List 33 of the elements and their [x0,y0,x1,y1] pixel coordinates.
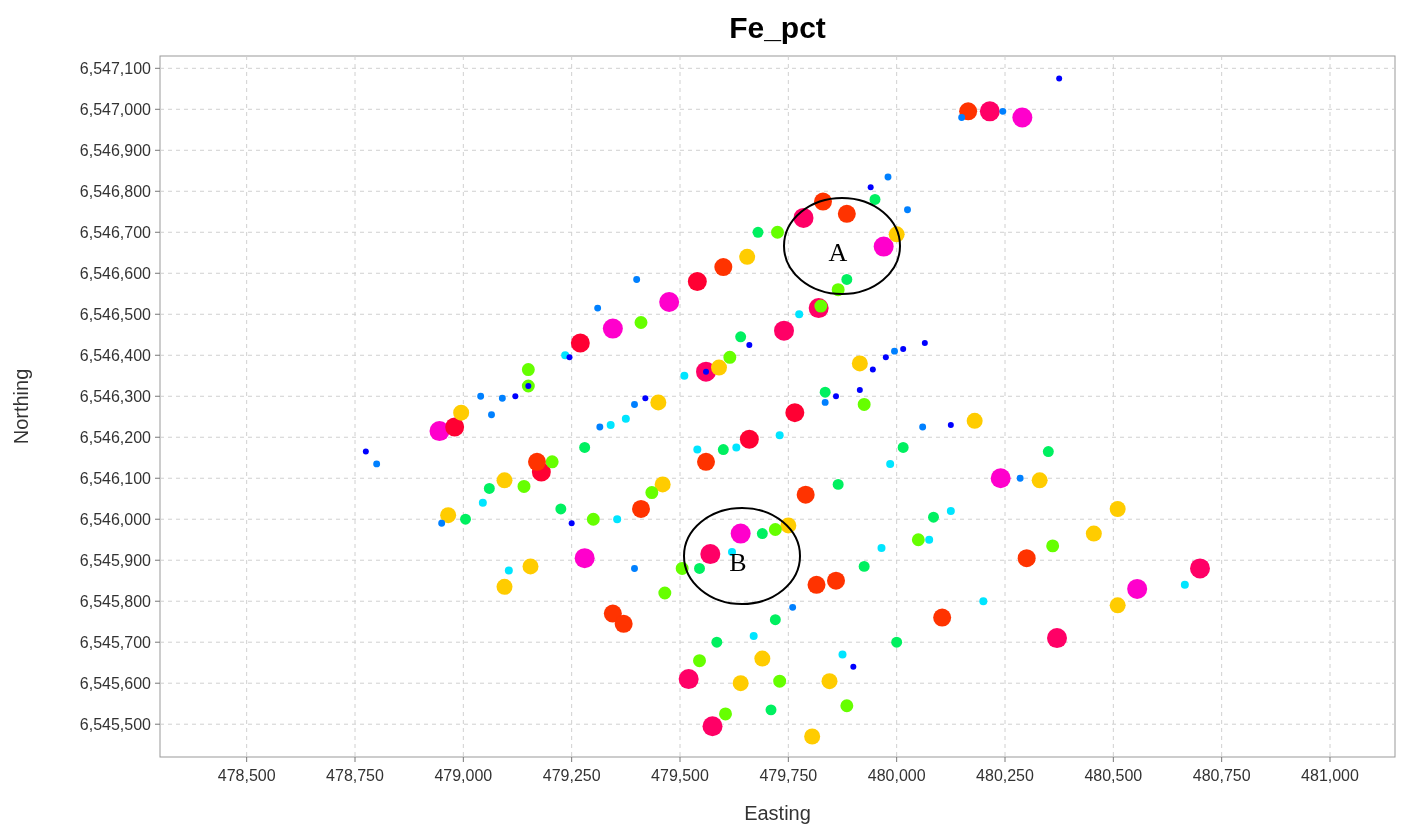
y-tick-label: 6,545,600 [79,675,152,693]
y-tick-label: 6,545,800 [79,593,152,611]
x-tick-label: 480,750 [1192,767,1251,784]
y-tick-label: 6,546,700 [79,224,152,242]
y-tick-label: 6,546,500 [79,306,152,324]
y-tick-label: 6,547,000 [79,101,152,119]
y-tick-label: 6,546,600 [79,265,152,283]
x-tick-label: 480,000 [867,767,926,784]
x-tick-label: 478,750 [326,767,385,784]
y-axis-title: Northing [10,368,32,445]
x-tick-label: 479,500 [651,767,710,784]
annotation: A [828,238,848,267]
y-tick-label: 6,547,100 [79,60,152,78]
y-tick-label: 6,545,500 [79,716,152,734]
y-tick-label: 6,546,100 [79,470,152,488]
x-tick-label: 479,000 [434,767,493,784]
y-tick-label: 6,546,900 [79,142,152,160]
y-tick-label: 6,546,000 [79,511,152,529]
x-tick-label: 481,000 [1301,767,1360,784]
y-tick-label: 6,546,400 [79,347,152,365]
y-tick-label: 6,545,700 [79,634,152,652]
y-tick-label: 6,545,900 [79,552,152,570]
x-tick-label: 479,250 [542,767,601,784]
annotation: B [729,548,747,577]
chart-title: Fe_pct [729,11,826,44]
y-tick-label: 6,546,800 [79,183,152,201]
x-tick-label: 480,500 [1084,767,1143,784]
x-axis-title: Easting [744,802,811,824]
x-tick-label: 479,750 [759,767,818,784]
y-tick-label: 6,546,300 [79,388,152,406]
x-tick-label: 478,500 [217,767,276,784]
x-tick-label: 480,250 [976,767,1035,784]
y-tick-label: 6,546,200 [79,429,152,447]
